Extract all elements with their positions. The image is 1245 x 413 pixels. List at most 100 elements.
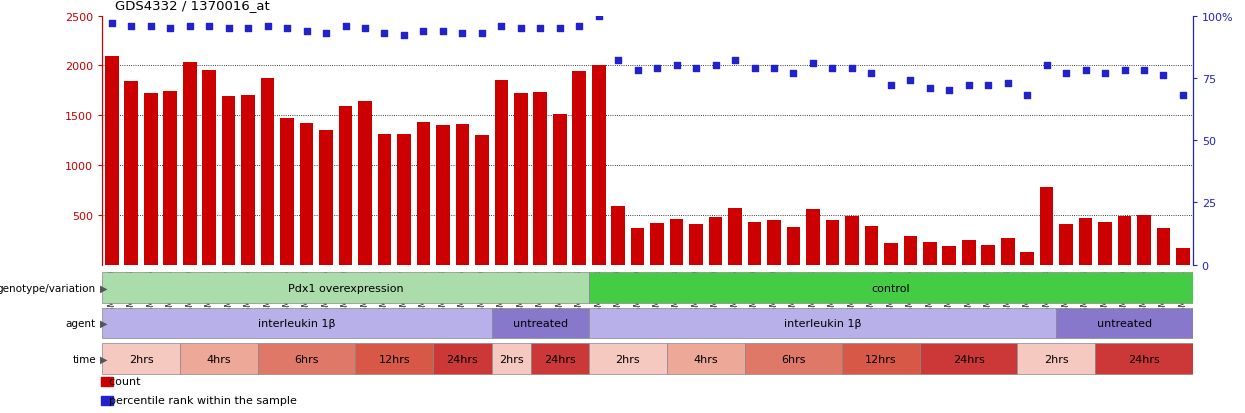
Bar (1040, 188, 1053, 265)
Text: interleukin 1β: interleukin 1β (258, 318, 336, 328)
Bar (611, 206, 625, 265)
Bar (553, 115, 566, 265)
Point (1173, 93, 1193, 100)
Point (530, 26, 550, 32)
Bar (494, 81, 508, 265)
Bar (1096, 344, 1193, 374)
Bar (163, 92, 177, 265)
Bar (144, 94, 158, 265)
Bar (359, 102, 372, 265)
Bar (280, 119, 294, 265)
Bar (102, 273, 589, 303)
Bar (1057, 308, 1193, 339)
Bar (433, 344, 492, 374)
Bar (456, 125, 469, 265)
Bar (589, 308, 1057, 339)
Point (686, 65, 706, 72)
Bar (767, 221, 781, 265)
Point (355, 26, 375, 32)
Point (1154, 73, 1174, 79)
Bar (102, 344, 181, 374)
Point (452, 31, 472, 37)
Bar (670, 219, 684, 265)
Bar (667, 344, 745, 374)
Point (121, 23, 141, 30)
Point (278, 26, 298, 32)
Bar (436, 126, 449, 265)
Point (1114, 68, 1134, 74)
Bar (1001, 238, 1015, 265)
Bar (884, 243, 898, 265)
Bar (476, 136, 489, 265)
Bar (904, 236, 918, 265)
Point (219, 26, 239, 32)
Bar (728, 209, 742, 265)
Bar (530, 344, 589, 374)
Point (725, 58, 745, 64)
Bar (417, 123, 431, 265)
Bar (806, 209, 819, 265)
Bar (1059, 224, 1073, 265)
Point (939, 88, 959, 95)
Text: control: control (872, 283, 910, 293)
Bar (962, 240, 976, 265)
Bar (183, 63, 197, 265)
Point (1096, 70, 1116, 77)
Text: ▶: ▶ (100, 283, 107, 293)
Bar (942, 246, 956, 265)
Text: 6hrs: 6hrs (294, 354, 319, 364)
Point (920, 85, 940, 92)
Bar (203, 71, 217, 265)
Bar (181, 344, 258, 374)
Bar (355, 344, 433, 374)
Bar (242, 96, 255, 265)
Point (979, 83, 998, 90)
Point (803, 60, 823, 67)
Bar (589, 273, 1193, 303)
Point (783, 70, 803, 77)
Bar (708, 217, 722, 265)
Bar (573, 72, 586, 265)
Bar (589, 344, 667, 374)
Point (764, 65, 784, 72)
Bar (1017, 344, 1096, 374)
Point (647, 65, 667, 72)
Bar (920, 344, 1017, 374)
Text: 12hrs: 12hrs (865, 354, 896, 364)
Bar (300, 124, 314, 265)
Point (881, 83, 901, 90)
Point (375, 31, 395, 37)
Text: GDS4332 / 1370016_at: GDS4332 / 1370016_at (115, 0, 269, 12)
Bar (745, 344, 842, 374)
Point (472, 31, 492, 37)
Text: 4hrs: 4hrs (693, 354, 718, 364)
Bar (339, 107, 352, 265)
Bar (260, 79, 274, 265)
Point (316, 31, 336, 37)
Bar (690, 224, 703, 265)
Bar (748, 222, 762, 265)
Point (199, 23, 219, 30)
Text: 24hrs: 24hrs (544, 354, 575, 364)
Bar (533, 93, 547, 265)
Point (1037, 63, 1057, 69)
Point (161, 26, 181, 32)
Bar (650, 223, 664, 265)
Point (609, 58, 629, 64)
Point (959, 83, 979, 90)
Bar (319, 131, 332, 265)
Point (179, 23, 199, 30)
Text: 24hrs: 24hrs (952, 354, 985, 364)
Bar (124, 82, 138, 265)
Point (1056, 70, 1076, 77)
Bar (1118, 216, 1132, 265)
Text: untreated: untreated (513, 318, 568, 328)
Point (550, 26, 570, 32)
Text: untreated: untreated (1097, 318, 1152, 328)
Bar (102, 308, 492, 339)
Bar (492, 308, 589, 339)
Point (706, 63, 726, 69)
Point (296, 28, 316, 35)
Text: 2hrs: 2hrs (615, 354, 640, 364)
Point (627, 68, 647, 74)
